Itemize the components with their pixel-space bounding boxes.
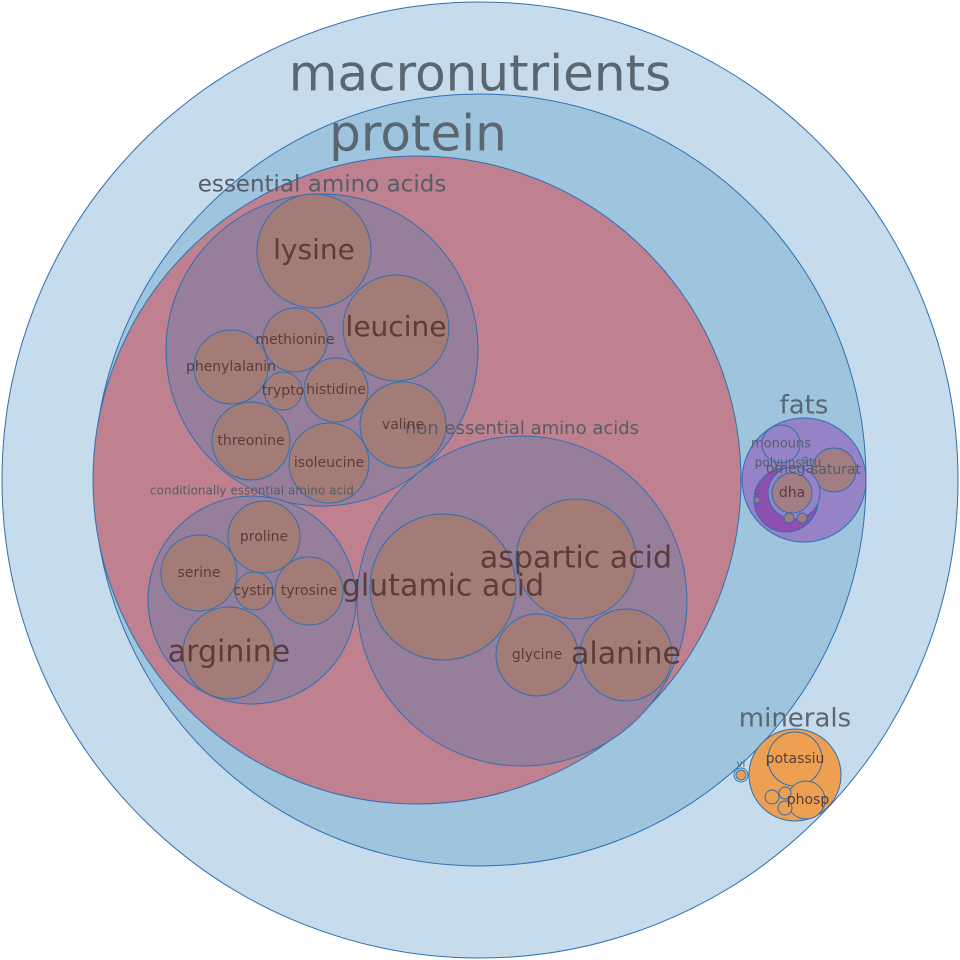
label-leucine: leucine: [346, 310, 447, 343]
bubble-proline: [227, 500, 301, 574]
label-alanine: alanine: [571, 637, 681, 672]
bubble-small-mineral-1: [764, 789, 780, 805]
bubble-trypto: [263, 371, 303, 411]
bubble-leucine: [342, 274, 450, 382]
bubble-small-fat-3: [796, 512, 808, 524]
bubble-isoleucine: [288, 422, 370, 504]
bubble-o: [753, 496, 761, 504]
bubble-histidine: [303, 357, 369, 423]
label-aspartic-acid: aspartic acid: [480, 541, 672, 576]
bubble-small-mineral-3: [777, 800, 793, 816]
label-isoleucine: isoleucine: [294, 455, 364, 471]
label-lysine: lysine: [273, 233, 355, 266]
label-omega: omega: [766, 461, 814, 477]
bubble-phosp: [786, 780, 826, 820]
label-trypto: trypto: [262, 383, 304, 399]
bubble-small-mineral-2: [778, 786, 792, 800]
label-valine: valine: [382, 417, 424, 433]
bubble-dha: [771, 472, 813, 514]
label-non-essential-amino-acids: non essential amino acids: [405, 418, 639, 439]
label-dha: dha: [779, 485, 805, 501]
label-protein: protein: [329, 105, 507, 163]
bubble-aspartic-acid: [515, 498, 637, 620]
bubble-glycine: [495, 613, 579, 697]
bubble-small-vitamin: [735, 769, 747, 781]
label-cystin: cystin: [233, 583, 275, 599]
label-conditionally-essential-amino-acid: conditionally essential amino acid: [150, 484, 354, 498]
bubble-small-fat-1: [801, 456, 809, 464]
bubble-serine: [160, 534, 238, 612]
label-proline: proline: [240, 529, 288, 545]
bubble-cystin: [234, 571, 274, 611]
label-monouns: monouns: [751, 437, 811, 452]
bubble-saturat: [811, 447, 857, 493]
label-phenylalanin: phenylalanin: [186, 359, 276, 375]
label-glycine: glycine: [512, 647, 562, 663]
label-o: o: [754, 487, 760, 498]
bubble-lysine: [256, 193, 372, 309]
label-threonine: threonine: [217, 433, 284, 449]
bubble-alanine: [579, 608, 673, 702]
bubble-methionine: [262, 307, 328, 373]
label-essential-amino-acids: essential amino acids: [198, 172, 447, 198]
label-phosp: phosp: [787, 792, 830, 808]
bubble-valine: [359, 381, 447, 469]
label-arginine: arginine: [168, 635, 290, 670]
label-tyrosine: tyrosine: [281, 583, 337, 599]
label-potassiu: potassiu: [766, 751, 825, 767]
bubble-phenylalanin: [193, 329, 269, 405]
label-serine: serine: [177, 565, 220, 581]
label-saturat: saturat: [811, 462, 862, 478]
label-polyunsatu: polyunsatu: [755, 456, 822, 470]
label-glutamic-acid: glutamic acid: [342, 569, 544, 604]
bubble-small-fat-2: [783, 512, 795, 524]
bubble-glutamic-acid: [369, 513, 517, 661]
label-macronutrients: macronutrients: [289, 45, 671, 103]
label-minerals: minerals: [739, 704, 851, 734]
label-fats: fats: [780, 391, 829, 421]
label-vi: vi: [737, 759, 746, 770]
label-methionine: methionine: [255, 332, 334, 348]
bubble-tyrosine: [274, 556, 344, 626]
bubble-threonine: [211, 401, 291, 481]
label-histidine: histidine: [306, 382, 366, 398]
bubble-monouns: [761, 424, 801, 464]
bubble-arginine: [182, 606, 276, 700]
